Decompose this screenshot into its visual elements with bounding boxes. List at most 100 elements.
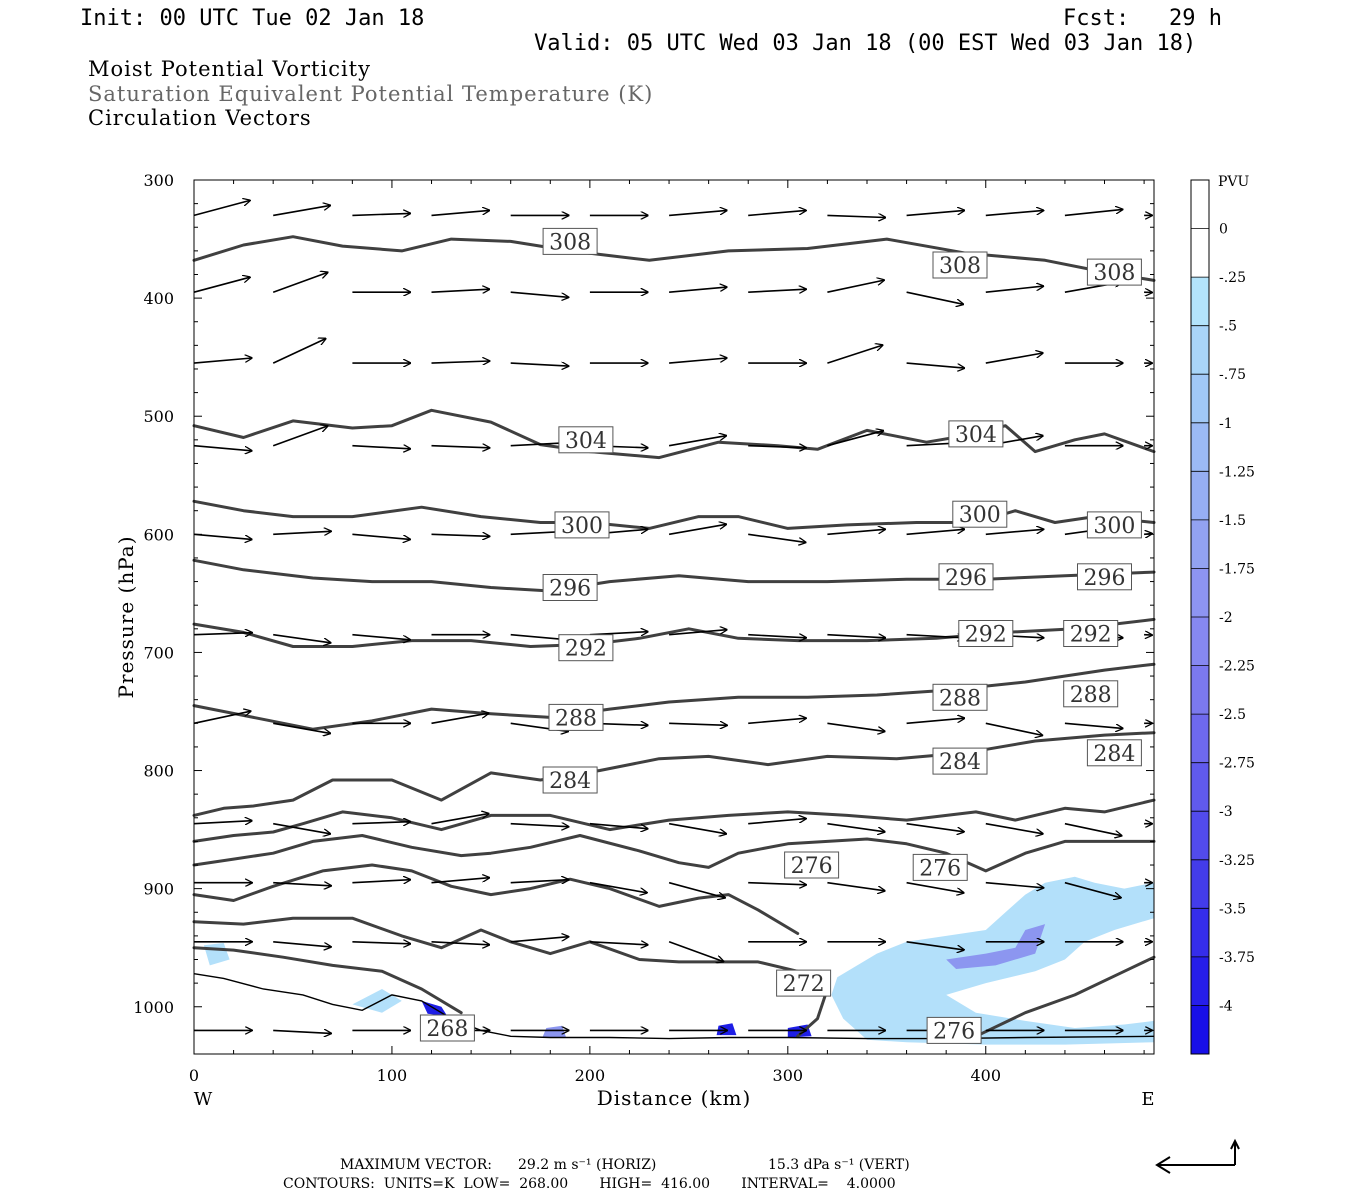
contour-label-box xyxy=(932,251,988,279)
colorbar-label: -2.5 xyxy=(1219,707,1246,723)
contour-label-284: 284 xyxy=(932,747,988,775)
contour-label-276: 276 xyxy=(926,1016,982,1044)
contour-264 xyxy=(192,946,463,1015)
contour-label-box xyxy=(1086,258,1142,286)
vector-arrow xyxy=(985,722,1043,735)
vector-arrow xyxy=(431,289,490,292)
colorbar-label: -2 xyxy=(1219,610,1233,626)
pv-shade-mid xyxy=(946,924,1046,969)
vector-arrow xyxy=(748,718,806,725)
max-vector-vert: 15.3 dPa s⁻¹ (VERT) xyxy=(768,1157,910,1173)
contour-label-text: 288 xyxy=(939,686,981,711)
colorbar-label: -4 xyxy=(1219,998,1233,1014)
max-vector-horiz: 29.2 m s⁻¹ (HORIZ) xyxy=(518,1157,657,1173)
vector-arrow xyxy=(352,446,410,449)
colorbar-cell xyxy=(1191,859,1209,909)
contour-300 xyxy=(192,499,1156,530)
vector-arrow xyxy=(748,210,806,217)
vector-arrow xyxy=(985,822,1043,834)
vector-arrow xyxy=(827,881,884,891)
contour-label-box xyxy=(932,683,988,711)
x-axis-label: Distance (km) xyxy=(597,1086,752,1110)
vector-arrow xyxy=(272,272,328,293)
vector-arrow xyxy=(352,880,410,883)
contour-label-box xyxy=(958,620,1014,647)
colorbar: 0 -.25 -.5 -.75 -1 -1.25 -1.5 -1.75 -2 -2.25 -2.5 -… xyxy=(1190,179,1255,1055)
colorbar-cell xyxy=(1191,811,1209,861)
contour-label-text: 300 xyxy=(959,503,1001,528)
vector-arrow xyxy=(273,822,330,834)
contour-label-box xyxy=(419,1014,475,1042)
x-left-label: W xyxy=(194,1089,213,1110)
vector-arrow xyxy=(1064,209,1123,217)
colorbar-label: -.5 xyxy=(1219,319,1237,335)
vector-arrow xyxy=(589,822,648,829)
contour-308 xyxy=(192,235,1156,282)
vector-arrow xyxy=(1064,822,1122,836)
contour-label-box xyxy=(926,1016,982,1044)
colorbar-label: -1 xyxy=(1219,416,1233,432)
contour-304 xyxy=(192,408,1156,460)
contour-label-292: 292 xyxy=(1063,620,1119,648)
vector-arrow xyxy=(827,722,884,731)
colorbar-label: -.25 xyxy=(1219,270,1246,286)
contour-label-text: 308 xyxy=(1093,261,1135,286)
vector-arrow xyxy=(906,635,965,638)
y-axis-label: Pressure (hPa) xyxy=(114,536,138,699)
vector-arrow xyxy=(669,210,727,217)
colorbar-cell xyxy=(1191,180,1209,230)
colorbar-label: -3.75 xyxy=(1219,950,1255,966)
vector-arrow xyxy=(510,291,569,297)
colorbar-label: -3 xyxy=(1219,804,1233,820)
contour-label-text: 284 xyxy=(549,769,591,794)
colorbar-label: 0 xyxy=(1219,222,1228,238)
contour-label-268: 268 xyxy=(419,1014,475,1042)
contour-label-text: 300 xyxy=(1093,514,1135,539)
contours-info: CONTOURS: UNITS=K LOW= 268.00 HIGH= 416.… xyxy=(283,1176,896,1192)
contour-label-292: 292 xyxy=(558,634,614,662)
vector-arrow xyxy=(827,280,884,293)
contour-label-text: 288 xyxy=(555,706,597,731)
vector-arrow xyxy=(273,722,330,733)
vector-arrow xyxy=(1064,881,1121,898)
colorbar-cell xyxy=(1191,714,1209,764)
vector-arrow xyxy=(431,210,490,217)
contour-label-text: 276 xyxy=(791,854,833,879)
plot-frame xyxy=(193,179,1155,1055)
contour-label-300: 300 xyxy=(554,511,610,539)
colorbar-cell xyxy=(1191,956,1209,1006)
contour-label-box xyxy=(558,426,614,454)
y-tick-label: 300 xyxy=(143,171,174,190)
max-vector-label: MAXIMUM VECTOR: xyxy=(340,1157,492,1173)
colorbar-cell xyxy=(1191,617,1209,667)
contour-label-304: 304 xyxy=(558,426,614,454)
vector-arrow xyxy=(906,941,964,950)
contour-label-276: 276 xyxy=(784,851,840,879)
contour-label-box xyxy=(952,500,1008,528)
contour-label-text: 296 xyxy=(945,566,987,591)
colorbar-cell xyxy=(1191,568,1209,618)
colorbar-cell xyxy=(1191,471,1209,521)
vector-arrow xyxy=(668,436,726,447)
vector-arrow xyxy=(193,821,252,824)
contour-label-box xyxy=(542,227,598,255)
vector-arrow xyxy=(193,277,250,293)
colorbar-label: -3.25 xyxy=(1219,853,1255,869)
x-tick-label: 100 xyxy=(377,1066,408,1085)
contour-label-296: 296 xyxy=(938,563,994,591)
x-tick-label: 400 xyxy=(970,1066,1001,1085)
contour-label-text: 296 xyxy=(1084,566,1126,591)
vector-arrow xyxy=(668,524,726,536)
vector-arrow xyxy=(431,814,489,825)
contour-label-box xyxy=(558,634,614,662)
vector-arrow xyxy=(589,942,648,945)
contour-label-284: 284 xyxy=(1086,739,1142,767)
vector-arrow xyxy=(273,531,331,534)
vector-arrow xyxy=(273,633,330,643)
y-tick-label: 800 xyxy=(143,762,174,781)
contour-label-276: 276 xyxy=(912,853,968,881)
contour-label-box xyxy=(1077,563,1132,591)
reference-vector-icon xyxy=(1155,1138,1240,1174)
contour-label-text: 292 xyxy=(1070,623,1112,648)
contour-label-text: 276 xyxy=(919,856,961,881)
